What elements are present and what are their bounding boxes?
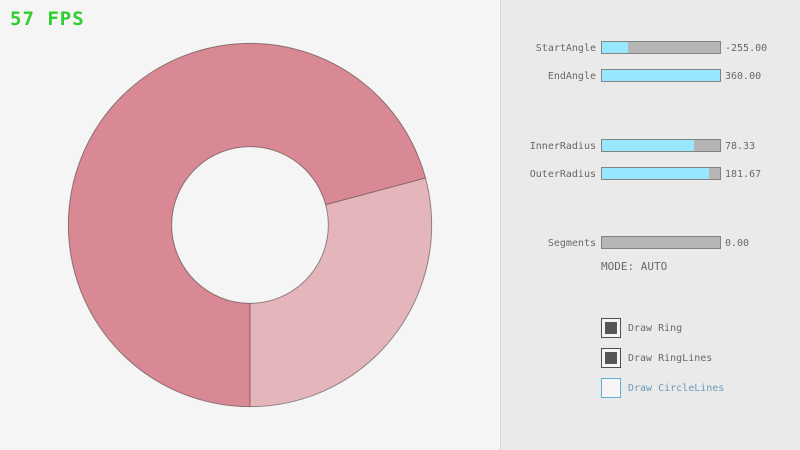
draw-circlelines-label: Draw CircleLines	[628, 382, 725, 394]
fps-counter: 57 FPS	[10, 8, 85, 30]
controls-panel: StartAngle -255.00 EndAngle 360.00 Inner…	[500, 0, 800, 450]
slider-value-outerradius: 181.67	[725, 169, 762, 180]
slider-row-segments: Segments 0.00	[501, 236, 800, 249]
slider-fill-outerradius	[602, 168, 710, 179]
slider-fill-innerradius	[602, 140, 695, 151]
slider-value-innerradius: 78.33	[725, 141, 756, 152]
draw-ring-label: Draw Ring	[628, 322, 683, 334]
slider-value-segments: 0.00	[725, 238, 750, 249]
slider-startangle[interactable]	[601, 41, 721, 54]
ring-sector-single-pass	[250, 177, 432, 407]
slider-row-outerradius: OuterRadius 181.67	[501, 167, 800, 180]
slider-label-endangle: EndAngle	[547, 71, 596, 82]
draw-ringlines-checkbox[interactable]	[601, 348, 621, 368]
slider-row-innerradius: InnerRadius 78.33	[501, 139, 800, 152]
slider-label-segments: Segments	[547, 238, 596, 249]
slider-label-startangle: StartAngle	[535, 43, 596, 54]
slider-fill-endangle	[602, 70, 720, 81]
slider-outerradius[interactable]	[601, 167, 721, 180]
checkbox-row-draw-ringlines: Draw RingLines	[601, 348, 712, 368]
slider-segments[interactable]	[601, 236, 721, 249]
slider-fill-startangle	[602, 42, 628, 53]
checkbox-row-draw-circlelines: Draw CircleLines	[601, 378, 724, 398]
ring-boundary-line	[325, 177, 426, 206]
slider-row-endangle: EndAngle 360.00	[501, 69, 800, 82]
ring-sector-double-pass	[68, 43, 426, 407]
slider-value-endangle: 360.00	[725, 71, 762, 82]
slider-endangle[interactable]	[601, 69, 721, 82]
draw-ringlines-label: Draw RingLines	[628, 352, 713, 364]
slider-row-startangle: StartAngle -255.00	[501, 41, 800, 54]
slider-label-outerradius: OuterRadius	[529, 169, 596, 180]
checkbox-row-draw-ring: Draw Ring	[601, 318, 682, 338]
slider-innerradius[interactable]	[601, 139, 721, 152]
draw-circlelines-checkbox[interactable]	[601, 378, 621, 398]
draw-ring-checkbox[interactable]	[601, 318, 621, 338]
slider-label-innerradius: InnerRadius	[529, 141, 596, 152]
ring-outline-circle	[67, 42, 433, 408]
segments-mode-text: MODE: AUTO	[601, 260, 668, 273]
ring-outline-circle	[171, 146, 329, 304]
slider-value-startangle: -255.00	[725, 43, 768, 54]
